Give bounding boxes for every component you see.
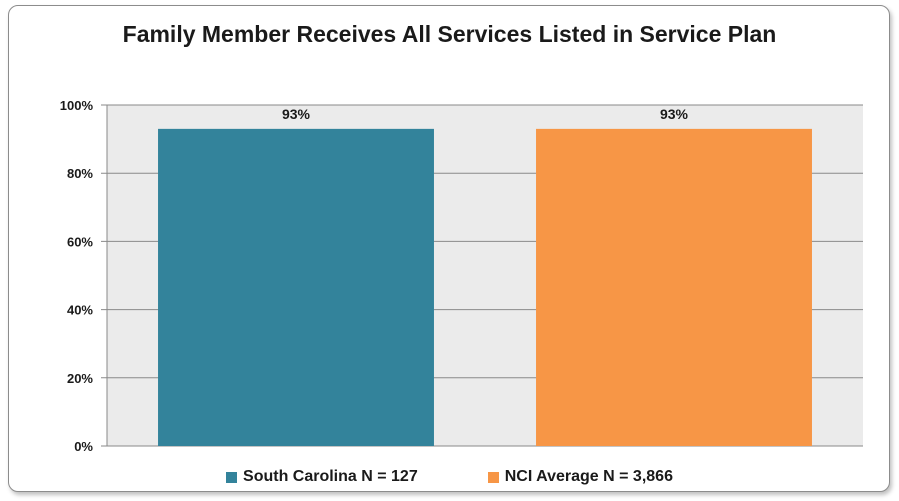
legend-label-nci-average: NCI Average N = 3,866 [504, 468, 673, 485]
data-labels: 93% 93% [282, 106, 689, 122]
data-label: 93% [282, 106, 311, 122]
legend-swatch-south-carolina [226, 471, 238, 483]
bar [536, 128, 812, 446]
y-axis: 0% 20% 40% 60% 80% 100% [60, 98, 108, 454]
y-tick-label: 100% [60, 98, 94, 113]
y-tick-label: 0% [74, 439, 93, 454]
legend-label-south-carolina: South Carolina N = 127 [243, 468, 418, 485]
bars [158, 128, 812, 446]
y-tick-label: 80% [67, 166, 93, 181]
legend-swatch-nci-average [487, 471, 499, 483]
data-label: 93% [660, 106, 689, 122]
y-tick-label: 40% [67, 303, 93, 318]
bar [158, 128, 434, 446]
legend: South Carolina N = 127 NCI Average N = 3… [0, 468, 899, 486]
legend-item-nci-average: NCI Average N = 3,866 [487, 468, 673, 486]
chart-title: Family Member Receives All Services List… [122, 21, 777, 47]
legend-item-south-carolina: South Carolina N = 127 [226, 468, 418, 486]
y-tick-label: 20% [67, 371, 93, 386]
y-tick-label: 60% [67, 234, 93, 249]
